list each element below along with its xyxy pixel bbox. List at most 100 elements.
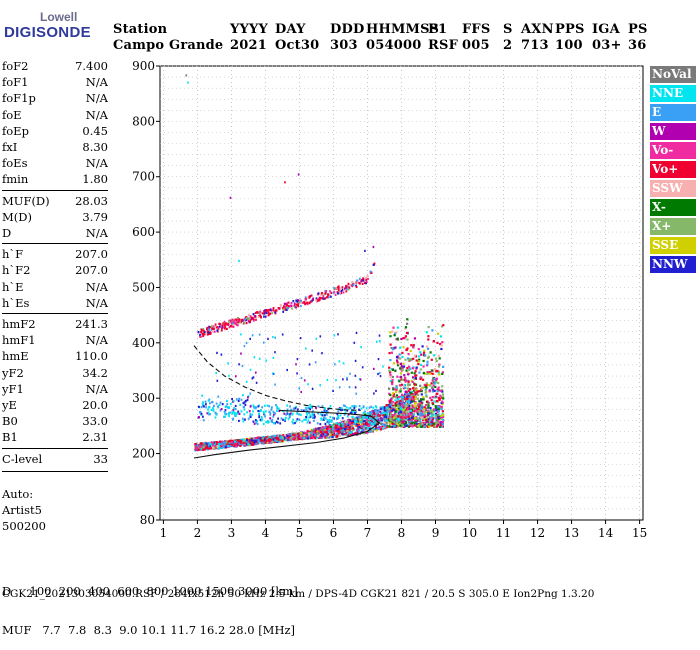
echo-point [304,296,307,299]
echo-point [340,407,343,410]
echo-point [208,406,210,409]
echo-point [337,289,340,292]
echo-point [403,418,406,421]
echo-point [203,333,206,336]
y-tick-label: 400 [132,336,155,350]
echo-point [229,411,232,414]
param-name: h`E [2,279,24,294]
echo-point [338,430,341,433]
echo-point [209,413,211,416]
echo-point [385,404,388,407]
echo-point [355,285,358,289]
echo-point [396,337,399,340]
param-name: B1 [2,430,18,445]
echo-point [437,381,440,385]
param-row: h`F2 207.0 [2,262,108,278]
echo-point [232,322,235,325]
echo-point [219,323,222,326]
echo-point [298,387,300,390]
echo-point [420,398,423,401]
echo-point [238,419,240,422]
echo-point [308,437,311,440]
echo-point [421,345,424,348]
echo-point [251,413,254,416]
echo-point [375,417,378,421]
echo-point [414,391,417,394]
echo-point [400,417,403,420]
echo-point [199,411,201,414]
echo-point [399,424,402,427]
echo-point [394,425,397,428]
echo-point [214,411,217,414]
echo-point [247,444,250,447]
profile-solid-line [193,409,381,459]
echo-point [437,410,440,413]
echo-point [404,416,407,419]
echo-point [389,331,392,334]
param-separator [2,447,108,449]
echo-point [325,436,328,439]
echo-point [401,367,404,370]
echo-point [263,315,265,318]
echo-point [239,440,242,443]
echo-point [420,425,423,428]
echo-point [269,413,272,416]
echo-point [224,445,227,448]
echo-point [427,355,430,358]
echo-point [212,330,214,333]
echo-point [261,417,263,420]
echo-point [351,427,355,430]
echo-point [365,407,368,410]
echo-point [442,419,445,422]
echo-point [383,409,386,412]
echo-point [415,388,418,391]
echo-point [422,421,425,424]
echo-point [368,430,371,433]
echo-point [245,322,248,325]
echo-point [359,419,362,422]
echo-point [299,337,302,340]
echo-point [286,303,288,306]
echo-point [380,422,383,425]
echo-point [316,434,319,437]
param-row: hmF2 241.3 [2,316,108,332]
echo-point [410,371,413,374]
echo-point [286,408,289,411]
echo-point [362,405,365,408]
echo-point [377,372,379,376]
echo-point [424,391,427,394]
echo-point [239,321,241,324]
echo-point [243,439,246,443]
echo-point [389,418,392,421]
echo-point [391,415,394,418]
echo-point [398,402,401,405]
echo-point [442,324,445,327]
echo-point [217,326,220,329]
echo-point [230,325,233,328]
echo-point [388,425,391,428]
echo-point [401,423,404,427]
echo-point [439,417,442,420]
echo-point [440,408,443,411]
echo-point [435,399,438,403]
echo-point [203,331,206,334]
echo-point [264,441,267,444]
echo-point [296,418,299,421]
echo-point [269,436,272,439]
echo-point [351,415,354,419]
echo-point [245,380,248,383]
echo-point [353,341,356,344]
echo-point [410,393,413,396]
echo-point [403,378,406,381]
echo-point [247,313,250,316]
echo-point [422,351,426,354]
echo-point [348,407,351,410]
echo-point [227,406,230,409]
param-name: foEs [2,156,28,171]
echo-point [290,408,292,411]
param-value: 33.0 [82,414,108,429]
echo-point [300,409,303,412]
param-value: 34.2 [82,365,108,380]
echo-point [303,433,306,436]
echo-point [235,323,238,326]
